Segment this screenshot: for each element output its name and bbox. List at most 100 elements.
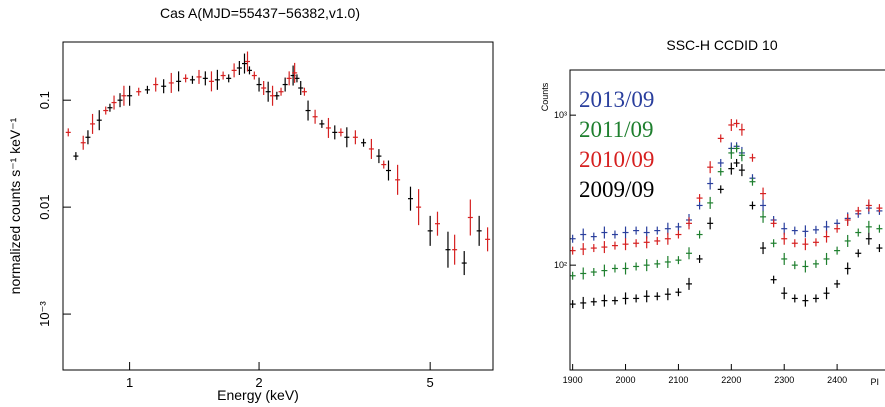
left-series0-point (241, 53, 247, 74)
right-plot-frame (569, 69, 885, 371)
right-series3-point (707, 217, 714, 230)
right-series2-point (781, 232, 788, 245)
left-series0-point (176, 71, 182, 92)
left-series1-point (292, 62, 298, 83)
right-series1-point (696, 230, 703, 239)
left-series1-point (301, 87, 307, 96)
right-series0-point (580, 228, 587, 241)
right-series1-point (738, 149, 745, 162)
right-series2-point (643, 236, 650, 249)
right-series2-point (791, 239, 798, 248)
right-series0-point (601, 226, 608, 239)
right-series3-point (696, 254, 703, 263)
left-series1-point (416, 189, 422, 226)
left-series0-point (344, 127, 350, 148)
left-y-tick-label: 0.01 (37, 194, 52, 219)
right-series1-point (770, 239, 777, 248)
right-series3-point (728, 162, 735, 175)
right-series1-point (664, 255, 671, 268)
right-series2-point (590, 244, 597, 253)
left-series1-point (368, 138, 374, 159)
right-series2-point (654, 236, 661, 245)
right-series3-point (611, 296, 618, 305)
left-series0-point (265, 81, 271, 102)
left-series0-point (319, 119, 325, 128)
left-series1-point (485, 227, 491, 252)
right-series2-point (664, 232, 671, 245)
right-series0-point (590, 232, 597, 241)
left-series0-point (236, 60, 242, 75)
legend-entry-3: 2009/09 (579, 177, 654, 202)
right-chart: SSC-H CCDID 10 1900 2000 2100 2200 2300 2400 1… (540, 37, 885, 387)
right-series0-point (569, 234, 576, 243)
left-y-axis-label: normalized counts s⁻¹ keV⁻¹ (7, 117, 23, 294)
right-series2-point (760, 187, 767, 200)
right-x-tick-label: 2100 (668, 375, 688, 385)
right-series1-point (580, 267, 587, 280)
right-series0-point (717, 158, 724, 167)
right-series2-point (611, 241, 618, 250)
right-series1-point (707, 196, 714, 209)
left-series0-point (127, 85, 133, 106)
right-chart-title: SSC-H CCDID 10 (666, 37, 777, 53)
right-series2-point (707, 161, 714, 174)
left-series1-point (103, 106, 109, 115)
right-series2-point (855, 206, 862, 215)
legend-entry-2: 2010/09 (579, 147, 654, 172)
left-series1-point (220, 71, 226, 80)
right-series3-point (569, 300, 576, 309)
left-chart: Cas A(MJD=55437−56382,v1.0) 1 2 5 10⁻³ 0.01 0… (7, 5, 494, 403)
right-series1-point (654, 259, 661, 268)
left-series0-point (361, 138, 367, 147)
left-series0-point (144, 85, 150, 94)
right-series1-point (622, 262, 629, 275)
right-series3-point (590, 297, 597, 306)
left-series0-point (298, 81, 304, 96)
right-series1-point (802, 260, 809, 273)
right-series3-point (844, 262, 851, 275)
left-series1-point (261, 81, 267, 96)
right-series1-point (812, 259, 819, 268)
right-series0-point (791, 226, 798, 235)
right-series1-point (823, 252, 830, 265)
legend-entry-1: 2011/09 (579, 117, 654, 142)
left-series1-point (434, 211, 440, 236)
right-series3-point (601, 294, 608, 307)
right-series1-point (717, 167, 724, 176)
right-legend: 2013/09 2011/09 2010/09 2009/09 (579, 87, 654, 202)
right-series2-point (802, 238, 809, 251)
left-x-tick-label: 2 (255, 375, 262, 390)
left-y-tick-label: 10⁻³ (37, 301, 52, 327)
right-series1-point (749, 177, 756, 186)
left-x-tick-label: 1 (126, 375, 133, 390)
right-x-axis-label: PI (870, 377, 879, 387)
left-series1-point (467, 199, 473, 236)
right-series1-point (611, 264, 618, 273)
right-series0-point (696, 201, 703, 210)
right-series0-point (675, 222, 682, 231)
right-series0-point (707, 177, 714, 190)
left-series0-point (385, 160, 391, 181)
right-series2-point (622, 238, 629, 251)
right-series1-point (876, 224, 883, 233)
left-y-tick-label: 0.1 (37, 91, 52, 109)
right-y-axis-label: Counts (540, 82, 550, 111)
right-series0-point (664, 222, 671, 235)
right-series2-point (865, 199, 872, 212)
right-series1-point (569, 271, 576, 280)
right-series2-point (675, 230, 682, 239)
left-series0-point (117, 93, 123, 108)
right-series2-point (633, 239, 640, 248)
right-series2-point (844, 214, 851, 226)
right-series2-point (717, 134, 724, 143)
left-series0-point (161, 79, 167, 94)
left-series0-point (476, 215, 482, 246)
left-chart-title: Cas A(MJD=55437−56382,v1.0) (160, 5, 360, 21)
left-series0-point (85, 130, 91, 145)
left-series1-point (196, 69, 202, 84)
right-series3-point (580, 296, 587, 309)
right-series3-point (675, 288, 682, 297)
right-series0-point (611, 230, 618, 239)
right-series0-point (760, 199, 767, 212)
